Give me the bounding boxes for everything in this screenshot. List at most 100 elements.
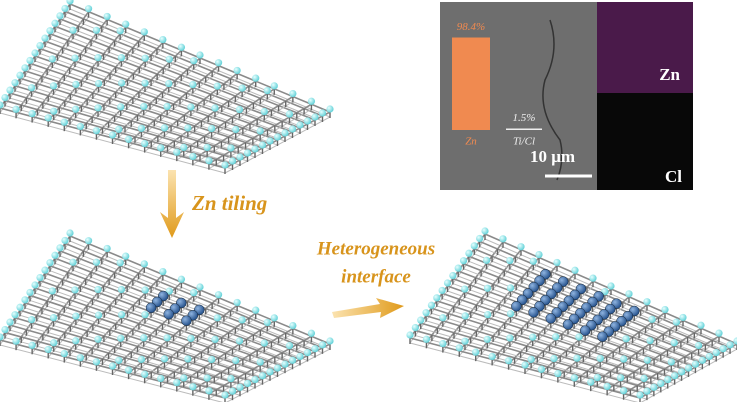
atom xyxy=(411,323,419,332)
atom xyxy=(159,267,167,276)
atom xyxy=(667,358,675,366)
atom xyxy=(648,315,656,323)
atom xyxy=(196,51,204,59)
atom xyxy=(211,104,219,112)
atom xyxy=(157,374,165,383)
atom xyxy=(71,54,79,62)
atom xyxy=(326,337,334,345)
atom xyxy=(671,372,679,380)
atom xyxy=(163,334,171,342)
atom xyxy=(51,19,59,27)
atom xyxy=(11,311,19,319)
atom xyxy=(117,103,125,111)
atom xyxy=(422,309,430,317)
zn-atom xyxy=(579,325,591,336)
atom xyxy=(141,286,149,294)
atom xyxy=(16,71,24,79)
atom xyxy=(263,86,271,95)
atom xyxy=(203,374,211,382)
map-label: Zn xyxy=(659,65,680,84)
atom xyxy=(46,27,54,35)
atom xyxy=(251,375,259,384)
atom xyxy=(288,125,297,133)
atom xyxy=(116,27,124,35)
atom xyxy=(233,66,241,75)
atom xyxy=(189,80,197,89)
atom xyxy=(50,107,58,115)
atom xyxy=(481,227,489,235)
atom xyxy=(483,335,491,343)
atom xyxy=(26,56,34,65)
atom xyxy=(593,373,601,382)
inset: Zn Cl 10 μm 98.4% Zn 1.5% Ti/Cl xyxy=(440,2,693,190)
atom xyxy=(165,79,173,88)
atom xyxy=(165,55,173,63)
atom xyxy=(84,237,93,245)
atom xyxy=(84,5,93,13)
atom xyxy=(184,124,192,132)
zn-atom xyxy=(145,302,157,314)
atom xyxy=(326,105,334,113)
atom xyxy=(21,296,29,304)
atom xyxy=(44,345,52,354)
atom xyxy=(108,131,117,139)
atom xyxy=(12,337,20,345)
atom xyxy=(417,316,425,324)
atom xyxy=(661,305,669,314)
atom xyxy=(449,271,457,280)
atom xyxy=(31,281,39,289)
atom xyxy=(228,387,237,395)
atom xyxy=(177,275,186,283)
atom xyxy=(141,370,149,378)
atom xyxy=(438,286,446,295)
atom xyxy=(28,109,36,118)
atom xyxy=(94,54,102,62)
crack xyxy=(542,19,563,181)
atom xyxy=(506,284,515,292)
atom xyxy=(137,124,146,132)
atom xyxy=(289,89,297,98)
step-label: Heterogeneous xyxy=(316,238,435,259)
atom xyxy=(60,118,68,126)
atom xyxy=(236,383,244,391)
atom xyxy=(141,311,149,319)
atom xyxy=(439,314,447,322)
map-label: Cl xyxy=(665,167,682,186)
atom xyxy=(203,143,211,152)
atom xyxy=(0,101,4,109)
atom xyxy=(1,93,9,102)
atom xyxy=(575,333,583,341)
atom xyxy=(476,234,484,243)
atom xyxy=(733,337,737,345)
arrow-right xyxy=(332,298,404,318)
atom xyxy=(103,244,111,253)
atom xyxy=(159,35,167,44)
bar xyxy=(452,37,490,131)
atom xyxy=(227,374,235,383)
atom xyxy=(211,335,219,344)
atom xyxy=(619,387,628,395)
atom xyxy=(550,354,558,363)
atom xyxy=(506,334,514,342)
atom xyxy=(227,144,235,152)
lattice xyxy=(0,0,334,174)
atom xyxy=(318,109,327,117)
atom xyxy=(76,354,84,362)
atom xyxy=(266,137,274,145)
atom xyxy=(72,337,80,345)
atom xyxy=(28,341,36,349)
atom xyxy=(406,331,414,339)
atom xyxy=(44,114,52,122)
atom xyxy=(422,335,431,343)
atom xyxy=(506,310,515,318)
atom xyxy=(190,289,198,297)
atom xyxy=(108,362,117,370)
scale-bar-label: 10 μm xyxy=(530,147,575,166)
atom xyxy=(318,341,327,349)
atom xyxy=(427,301,436,309)
atom xyxy=(72,80,80,88)
atom xyxy=(94,335,102,343)
atom xyxy=(66,0,74,5)
atom xyxy=(71,286,79,294)
atom xyxy=(616,374,625,382)
